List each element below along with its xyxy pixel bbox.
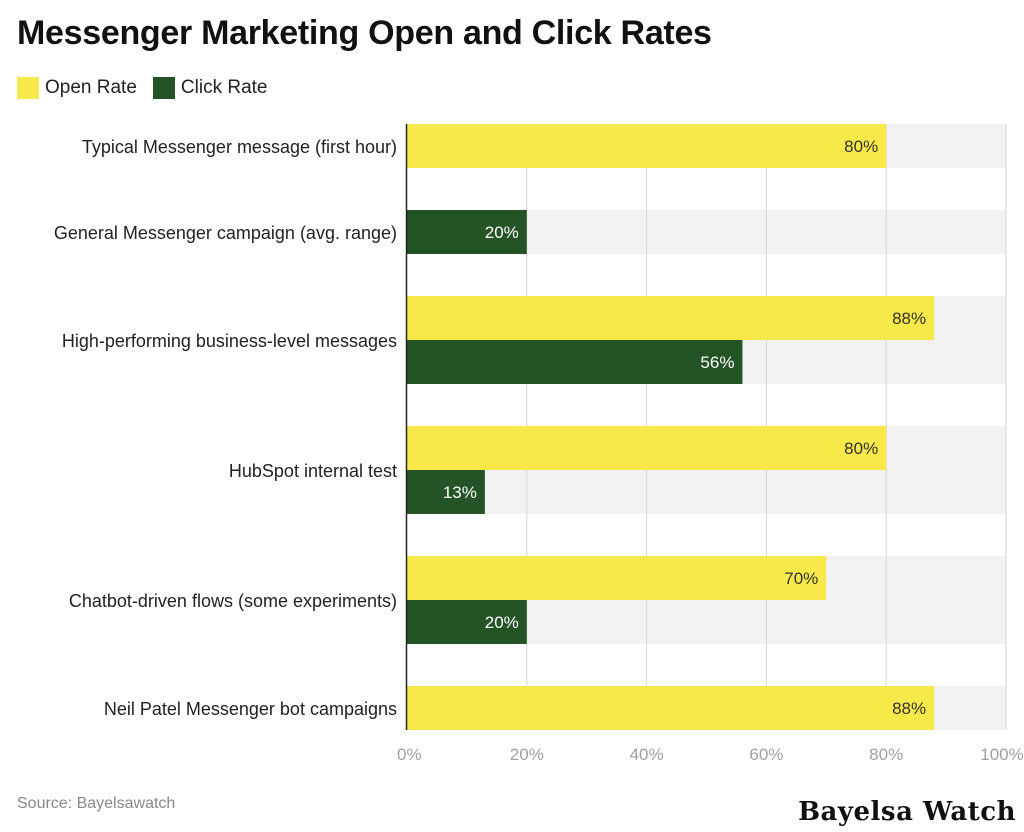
x-tick-label: 100% (980, 745, 1023, 764)
brand-logo: Bayelsa Watch (798, 797, 1016, 827)
data-label: 88% (892, 699, 926, 718)
background-band (407, 470, 1006, 514)
legend-label-click-rate: Click Rate (180, 77, 268, 98)
category-label: Typical Messenger message (first hour) (82, 137, 397, 157)
x-tick-label: 0% (397, 745, 422, 764)
bar-click-rate (407, 340, 743, 384)
bar-click-rate (407, 470, 485, 514)
bar-open-rate (407, 124, 887, 168)
data-label: 80% (844, 439, 878, 458)
data-label: 56% (700, 353, 734, 372)
x-tick-label: 40% (630, 745, 664, 764)
bar-open-rate (407, 296, 935, 340)
bar-click-rate (407, 210, 527, 254)
source-note: Source: Bayelsawatch (17, 795, 176, 812)
data-label: 80% (844, 137, 878, 156)
category-label: HubSpot internal test (229, 461, 397, 481)
category-label: Neil Patel Messenger bot campaigns (104, 699, 397, 719)
data-label: 70% (784, 569, 818, 588)
legend-item-click-rate: Click Rate (152, 77, 268, 99)
data-label: 20% (485, 223, 519, 242)
data-label: 88% (892, 309, 926, 328)
x-tick-label: 80% (869, 745, 903, 764)
bar-click-rate (407, 600, 527, 644)
data-label: 20% (485, 613, 519, 632)
legend-label-open-rate: Open Rate (45, 77, 137, 98)
category-label: General Messenger campaign (avg. range) (54, 223, 397, 243)
data-label: 13% (443, 483, 477, 502)
x-tick-label: 60% (749, 745, 783, 764)
category-label: Chatbot-driven flows (some experiments) (69, 591, 397, 611)
legend: Open Rate Click Rate (17, 77, 283, 99)
legend-swatch-open-rate (17, 77, 39, 99)
x-tick-label: 20% (510, 745, 544, 764)
legend-item-open-rate: Open Rate (17, 77, 137, 99)
bar-open-rate (407, 426, 887, 470)
bar-chart: 80% Typical Messenger message (first hour… (54, 124, 1024, 764)
category-label: High-performing business-level messages (62, 331, 397, 351)
bar-open-rate (407, 686, 935, 730)
legend-swatch-click-rate (152, 77, 175, 99)
bar-open-rate (407, 556, 827, 600)
chart-title: Messenger Marketing Open and Click Rates (17, 14, 712, 52)
